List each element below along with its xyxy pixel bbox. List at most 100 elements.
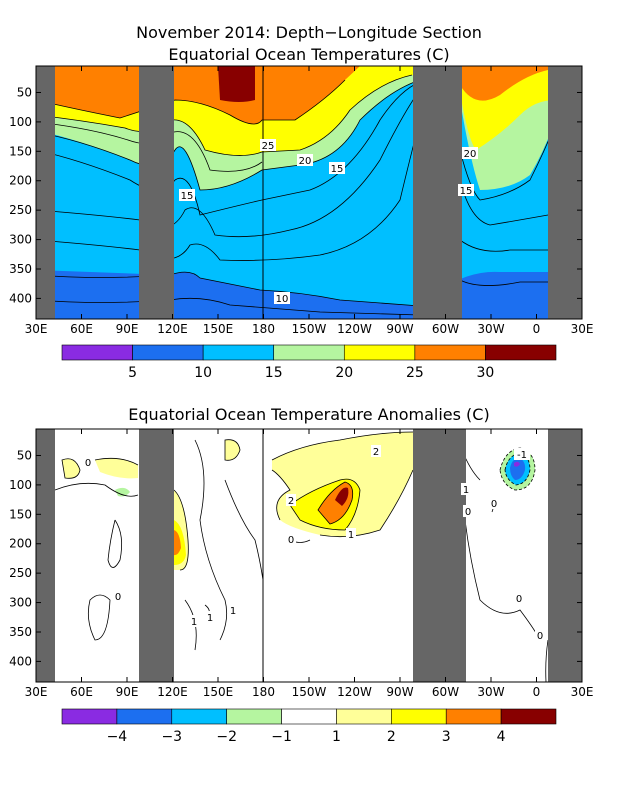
bottom-x-tick-label: 0 <box>533 685 541 699</box>
bottom-colorbar-swatch <box>336 708 392 725</box>
top-x-tick-label: 120W <box>337 322 372 336</box>
bottom-colorbar-swatch <box>281 708 337 725</box>
bottom-colorbar-swatch <box>445 708 502 725</box>
top-y-tick-label: 300 <box>9 233 32 247</box>
bottom-colorbar-swatch <box>391 708 447 725</box>
bottom-x-tick-label: 90E <box>116 685 139 699</box>
top-colorbar-swatch <box>202 344 275 361</box>
top-colorbar-label: 10 <box>194 365 212 381</box>
top-contour-label-bg <box>179 189 195 201</box>
bottom-contour-label: 0 <box>537 631 543 642</box>
top-y-tick-label: 100 <box>9 115 32 129</box>
top-y-tick-label: 50 <box>17 85 32 99</box>
top-colorbar-swatch <box>273 344 345 361</box>
bottom-colorbar-label: −3 <box>161 729 182 745</box>
top-contour-label-bg <box>462 147 478 159</box>
bottom-contour-label-bg <box>113 590 123 602</box>
top-colorbar-label: 30 <box>477 365 495 381</box>
top-colorbar-label: 15 <box>265 365 283 381</box>
bottom-contour-label: -1 <box>517 450 527 461</box>
bottom-contour-label-bg <box>371 445 381 457</box>
bottom-contour-label: 0 <box>491 499 497 510</box>
bottom-contour-label-bg <box>205 611 215 623</box>
top-x-tick-label: 30E <box>25 322 48 336</box>
bottom-colorbar-label: −1 <box>271 729 292 745</box>
bottom-contour-label-bg <box>346 528 356 540</box>
bottom-colorbar-label: −4 <box>107 729 128 745</box>
bottom-contour-label-bg <box>461 483 471 495</box>
top-colorbar-swatch <box>343 344 416 361</box>
bottom-x-tick-label: 120E <box>157 685 188 699</box>
top-y-tick-label: 350 <box>9 262 32 276</box>
bottom-contour-label-bg <box>463 505 473 517</box>
bottom-contour-label: 0 <box>115 592 121 603</box>
top-contour-label-bg <box>260 139 276 151</box>
bottom-colorbar: −4 −3 −2 −1 1 2 3 4 <box>61 708 557 745</box>
top-x-tick-label: 150W <box>292 322 327 336</box>
bottom-contour-label: 0 <box>516 594 522 605</box>
top-colorbar: 5 10 15 20 25 30 <box>61 344 557 381</box>
bottom-contour-label: 1 <box>230 606 236 617</box>
bottom-contour-label: 1 <box>207 613 213 624</box>
top-contour-label-bg <box>274 292 290 304</box>
bottom-contour-label: 0 <box>85 458 91 469</box>
top-x-tick-label: 90E <box>116 322 139 336</box>
top-x-tick-label: 60W <box>432 322 459 336</box>
bottom-colorbar-swatch <box>500 708 557 725</box>
bottom-x-tick-label: 180 <box>252 685 275 699</box>
top-contour-label: 15 <box>181 191 194 202</box>
top-contour-label: 10 <box>276 294 289 305</box>
top-contour-label-bg <box>458 184 474 196</box>
top-colorbar-label: 25 <box>406 365 424 381</box>
bottom-contour-label-bg <box>514 448 530 460</box>
top-temperature-field <box>36 66 582 319</box>
bottom-contour-label: 0 <box>288 535 294 546</box>
top-chart-subtitle: Equatorial Ocean Temperatures (C) <box>168 45 449 64</box>
top-chart-title: November 2014: Depth−Longitude Section <box>136 23 482 42</box>
top-colorbar-label: 20 <box>335 365 353 381</box>
bottom-anomaly-field <box>36 429 582 682</box>
bottom-axes: 30E 60E 90E 120E 150E 180 150W 120W 90W 60W 30W 0 30… <box>9 429 593 699</box>
bottom-colorbar-label: −2 <box>216 729 237 745</box>
top-colorbar-swatch <box>485 344 557 361</box>
bottom-contour-label-bg <box>189 615 199 627</box>
bottom-y-tick-label: 50 <box>17 448 32 462</box>
bottom-colorbar-swatch <box>116 708 173 725</box>
top-x-tick-label: 180 <box>252 322 275 336</box>
top-x-tick-label: 30E <box>571 322 594 336</box>
top-colorbar-swatch <box>61 344 133 361</box>
bottom-contour-label-bg <box>228 604 238 616</box>
top-x-tick-label: 90W <box>386 322 413 336</box>
bottom-contour-label: 2 <box>373 447 379 458</box>
bottom-x-tick-label: 60W <box>432 685 459 699</box>
top-axes: 30E 60E 90E 120E 150E 180 150W 120W 90W 60W 30W 0 30… <box>9 66 593 336</box>
bottom-colorbar-label: 1 <box>332 729 341 745</box>
bottom-y-tick-label: 150 <box>9 507 32 521</box>
bottom-x-tick-label: 30E <box>571 685 594 699</box>
bottom-x-tick-label: 30E <box>25 685 48 699</box>
bottom-x-tick-label: 150E <box>203 685 234 699</box>
bottom-contour-labels: 0 0 1 2 1 2 0 1 0 0 1 0 0 1 -1 <box>83 445 545 642</box>
bottom-colorbar-swatch <box>171 708 227 725</box>
bottom-x-tick-label: 60E <box>70 685 93 699</box>
top-contour-label-bg <box>329 162 345 174</box>
top-contour-label: 20 <box>299 156 312 167</box>
top-contour-label: 15 <box>460 186 473 197</box>
bottom-contour-label: 0 <box>465 507 471 518</box>
bottom-x-tick-label: 120W <box>337 685 372 699</box>
top-x-tick-label: 60E <box>70 322 93 336</box>
top-y-tick-label: 150 <box>9 144 32 158</box>
top-contour-label: 20 <box>464 149 477 160</box>
top-x-tick-label: 0 <box>533 322 541 336</box>
bottom-colorbar-swatch <box>61 708 118 725</box>
top-contour-label: 15 <box>331 164 344 175</box>
bottom-x-tick-label: 30W <box>477 685 504 699</box>
top-contour-label-bg <box>297 154 313 166</box>
bottom-contour-label-bg <box>535 629 545 641</box>
bottom-y-tick-label: 250 <box>9 566 32 580</box>
top-colorbar-swatch <box>414 344 486 361</box>
bottom-contour-label-bg <box>83 456 93 468</box>
bottom-colorbar-label: 3 <box>442 729 451 745</box>
top-contour-label: 25 <box>262 141 275 152</box>
